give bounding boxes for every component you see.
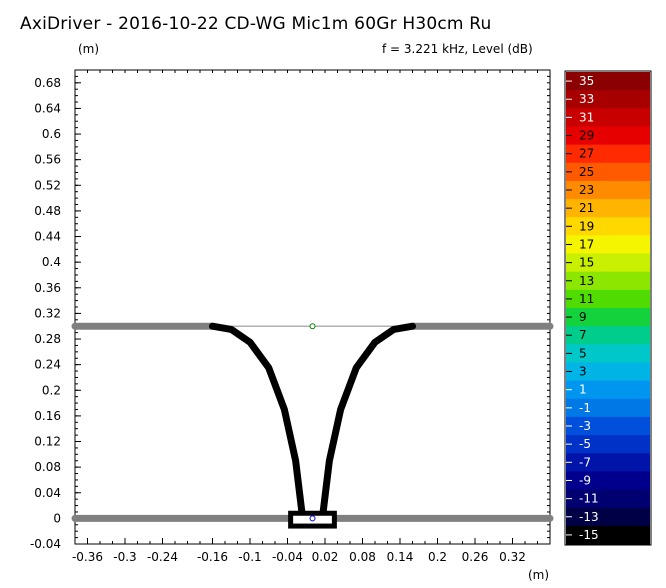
x-tick-label: -0.04 bbox=[272, 550, 303, 564]
x-tick-label: -0.36 bbox=[72, 550, 103, 564]
y-tick-label: 0.52 bbox=[34, 178, 61, 192]
colorbar-swatch bbox=[566, 126, 650, 146]
colorbar-label: 23 bbox=[579, 183, 594, 197]
marker-point bbox=[309, 515, 316, 522]
colorbar-swatch bbox=[566, 525, 650, 545]
colorbar-swatch bbox=[566, 380, 650, 400]
colorbar-label: -13 bbox=[579, 510, 599, 524]
colorbar-swatch bbox=[566, 72, 650, 91]
x-tick-label: 0.2 bbox=[428, 550, 447, 564]
y-tick-label: 0.2 bbox=[42, 383, 61, 397]
y-tick-label: 0.08 bbox=[34, 460, 61, 474]
chart-title: AxiDriver - 2016-10-22 CD-WG Mic1m 60Gr … bbox=[20, 14, 492, 34]
colorbar-label: 11 bbox=[579, 292, 594, 306]
colorbar-label: -9 bbox=[579, 473, 591, 487]
colorbar-swatch bbox=[566, 289, 650, 309]
x-tick-label: -0.3 bbox=[113, 550, 136, 564]
colorbar-swatch bbox=[566, 108, 650, 127]
colorbar-label: -5 bbox=[579, 437, 591, 451]
colorbar-label: 17 bbox=[579, 237, 594, 251]
colorbar-swatch bbox=[566, 271, 650, 291]
x-tick-label: 0.32 bbox=[499, 550, 526, 564]
y-axis-unit: (m) bbox=[78, 42, 100, 56]
y-tick-label: 0 bbox=[53, 511, 61, 525]
y-tick-label: 0.28 bbox=[34, 332, 61, 346]
frequency-level-label: f = 3.221 kHz, Level (dB) bbox=[382, 42, 533, 56]
plot-area bbox=[74, 69, 551, 545]
colorbar-label: 35 bbox=[579, 74, 594, 88]
colorbar-swatch bbox=[566, 416, 650, 436]
x-tick-label: 0.26 bbox=[462, 550, 489, 564]
y-tick-label: 0.12 bbox=[34, 435, 61, 449]
colorbar-label: 1 bbox=[579, 383, 587, 397]
colorbar-swatch bbox=[566, 180, 650, 200]
waveguide-left-wall bbox=[209, 322, 306, 516]
colorbar-label: 13 bbox=[579, 274, 594, 288]
x-axis-unit: (m) bbox=[528, 568, 550, 582]
colorbar-swatch bbox=[566, 435, 650, 454]
y-tick-label: 0.64 bbox=[34, 101, 61, 115]
colorbar-label: 33 bbox=[579, 92, 594, 106]
x-tick-label: 0.02 bbox=[312, 550, 339, 564]
colorbar-label: 7 bbox=[579, 328, 587, 342]
y-tick-label: -0.04 bbox=[30, 537, 61, 551]
x-tick-label: -0.1 bbox=[238, 550, 261, 564]
x-tick-label: 0.08 bbox=[349, 550, 376, 564]
colorbar-label: -15 bbox=[579, 528, 599, 542]
x-tick-label: -0.16 bbox=[197, 550, 228, 564]
y-tick-label: 0.4 bbox=[42, 255, 61, 269]
colorbar-label: 5 bbox=[579, 346, 587, 360]
waveguide-right-wall bbox=[319, 322, 416, 516]
colorbar-swatch bbox=[566, 326, 650, 345]
y-tick-label: 0.56 bbox=[34, 153, 61, 167]
colorbar-swatch bbox=[566, 489, 650, 509]
axis-ticks: -0.36 -0.3 -0.24 -0.16 -0.1 -0.04 0.02 0.08 0.14… bbox=[30, 69, 551, 564]
colorbar-swatch bbox=[566, 90, 650, 109]
y-tick-label: 0.32 bbox=[34, 306, 61, 320]
colorbar-frame bbox=[564, 70, 652, 546]
marker-point bbox=[309, 323, 316, 330]
colorbar-label: 29 bbox=[579, 129, 594, 143]
colorbar-label: 21 bbox=[579, 201, 594, 215]
y-tick-label: 0.48 bbox=[34, 204, 61, 218]
colorbar-label: 15 bbox=[579, 256, 594, 270]
y-tick-label: 0.24 bbox=[34, 358, 61, 372]
colorbar: 3533312927252321191715131197531-1-3-5-7-… bbox=[564, 70, 652, 546]
colorbar-swatch bbox=[566, 217, 650, 236]
colorbar-swatch bbox=[566, 308, 650, 327]
colorbar-label: 31 bbox=[579, 110, 594, 124]
colorbar-label: 3 bbox=[579, 365, 587, 379]
y-tick-label: 0.44 bbox=[34, 230, 61, 244]
colorbar-label: 27 bbox=[579, 147, 594, 161]
colorbar-swatch bbox=[566, 253, 650, 273]
colorbar-swatch bbox=[566, 235, 650, 255]
colorbar-swatch bbox=[566, 162, 650, 182]
colorbar-label: -3 bbox=[579, 419, 591, 433]
colorbar-swatch bbox=[566, 344, 650, 363]
colorbar-label: -7 bbox=[579, 455, 591, 469]
colorbar-label: 9 bbox=[579, 310, 587, 324]
colorbar-label: -11 bbox=[579, 492, 599, 506]
colorbar-label: -1 bbox=[579, 401, 591, 415]
waveguide-geometry bbox=[71, 322, 554, 529]
colorbar-swatch bbox=[566, 398, 650, 418]
x-tick-label: 0.14 bbox=[387, 550, 414, 564]
y-tick-label: 0.16 bbox=[34, 409, 61, 423]
colorbar-label: 19 bbox=[579, 219, 594, 233]
y-tick-label: 0.68 bbox=[34, 76, 61, 90]
colorbar-swatch bbox=[566, 144, 650, 164]
colorbar-swatch bbox=[566, 471, 650, 491]
colorbar-swatch bbox=[566, 199, 650, 218]
colorbar-swatch bbox=[566, 507, 650, 527]
x-tick-label: -0.24 bbox=[147, 550, 178, 564]
y-tick-label: 0.36 bbox=[34, 281, 61, 295]
colorbar-label: 25 bbox=[579, 165, 594, 179]
colorbar-swatch bbox=[566, 453, 650, 472]
colorbar-swatch bbox=[566, 362, 650, 382]
y-tick-label: 0.6 bbox=[42, 127, 61, 141]
y-tick-label: 0.04 bbox=[34, 486, 61, 500]
